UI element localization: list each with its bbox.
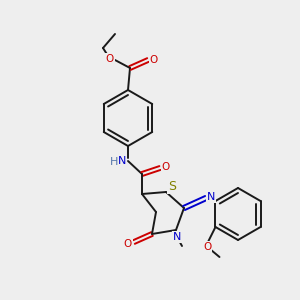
Text: H: H bbox=[110, 157, 118, 167]
Text: N: N bbox=[173, 232, 181, 242]
Text: O: O bbox=[124, 239, 132, 249]
Text: O: O bbox=[150, 55, 158, 65]
Text: N: N bbox=[118, 156, 126, 166]
Text: O: O bbox=[106, 54, 114, 64]
Text: O: O bbox=[162, 162, 170, 172]
Text: O: O bbox=[203, 242, 211, 252]
Text: N: N bbox=[207, 192, 215, 202]
Text: S: S bbox=[168, 181, 176, 194]
